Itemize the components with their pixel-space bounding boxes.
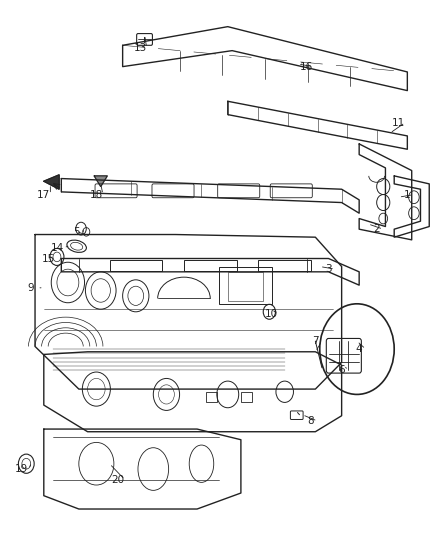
Text: 14: 14	[50, 243, 64, 253]
FancyBboxPatch shape	[290, 411, 303, 419]
Text: 17: 17	[37, 190, 50, 199]
Text: 4: 4	[356, 344, 363, 354]
Bar	[228, 272, 263, 301]
Text: 15: 15	[42, 254, 55, 263]
Text: 11: 11	[392, 118, 405, 127]
Ellipse shape	[67, 240, 86, 253]
Polygon shape	[44, 175, 59, 189]
FancyBboxPatch shape	[137, 34, 152, 45]
Text: 13: 13	[134, 43, 147, 53]
Text: 6: 6	[338, 366, 345, 375]
Text: 5: 5	[73, 227, 80, 237]
Text: 10: 10	[265, 310, 278, 319]
Text: 20: 20	[112, 475, 125, 484]
Text: 3: 3	[325, 264, 332, 274]
Text: 18: 18	[90, 190, 103, 199]
Bar	[110, 260, 162, 271]
Polygon shape	[94, 176, 107, 187]
Bar	[219, 266, 272, 304]
Text: 2: 2	[373, 224, 380, 234]
Text: 19: 19	[15, 464, 28, 474]
Text: 9: 9	[27, 283, 34, 293]
FancyBboxPatch shape	[326, 338, 361, 373]
Bar	[258, 260, 311, 271]
Text: 7: 7	[312, 336, 319, 346]
Text: 8: 8	[307, 416, 314, 426]
Bar	[184, 260, 237, 271]
Text: 1: 1	[404, 190, 411, 199]
Text: 16: 16	[300, 62, 313, 71]
Bar	[241, 392, 252, 402]
Bar	[206, 392, 217, 402]
